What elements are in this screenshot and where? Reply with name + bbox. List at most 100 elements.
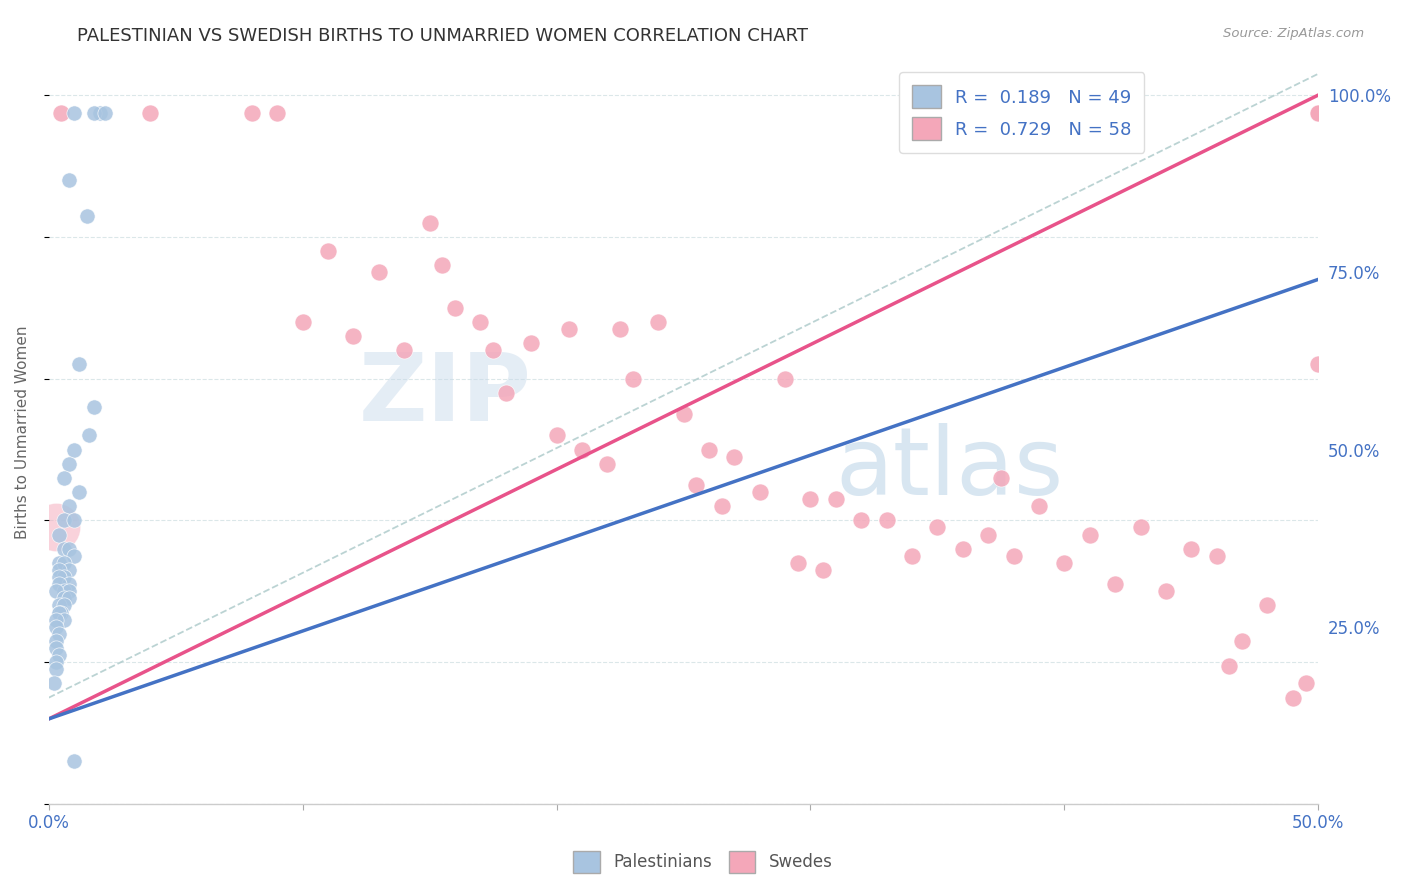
Point (1308, 105, 1330, 120)
Point (45, 520, 67, 534)
Point (45, 620, 67, 634)
Point (45, 640, 67, 655)
Point (45, 584, 67, 599)
Point (990, 471, 1012, 485)
Point (1308, 105, 1330, 120)
Point (927, 520, 949, 534)
Point (419, 216, 441, 230)
Point (392, 343, 415, 358)
Point (89, 105, 111, 120)
Point (63, 105, 86, 120)
Point (1256, 599, 1278, 613)
Point (48, 527, 70, 541)
Point (240, 105, 263, 120)
Point (1078, 527, 1101, 541)
Point (851, 513, 873, 527)
Point (53, 541, 76, 556)
Point (58, 563, 80, 577)
Point (291, 315, 314, 329)
Point (139, 105, 162, 120)
Point (811, 563, 834, 577)
Point (76, 209, 98, 223)
Point (79, 428, 101, 442)
Point (647, 315, 669, 329)
Point (1028, 500, 1050, 514)
Point (48, 627, 70, 641)
Point (596, 457, 619, 471)
Point (67, 485, 90, 500)
Point (58, 584, 80, 599)
Point (93, 105, 115, 120)
Point (697, 442, 720, 457)
Point (571, 442, 593, 457)
Point (58, 457, 80, 471)
Point (977, 527, 1000, 541)
Point (546, 428, 568, 442)
Point (901, 549, 924, 563)
Point (53, 599, 76, 613)
Point (63, 549, 86, 563)
Point (1205, 549, 1227, 563)
Point (342, 329, 364, 343)
Point (53, 513, 76, 527)
Point (48, 606, 70, 620)
Point (48, 556, 70, 570)
Point (685, 478, 707, 492)
Point (432, 258, 454, 272)
Point (1154, 584, 1177, 599)
Point (58, 541, 80, 556)
Point (1308, 358, 1330, 372)
Point (824, 492, 846, 507)
Point (48, 606, 70, 620)
Point (367, 265, 389, 279)
Legend: R =  0.189   N = 49, R =  0.729   N = 58: R = 0.189 N = 49, R = 0.729 N = 58 (900, 72, 1144, 153)
Point (723, 450, 745, 464)
Point (58, 577, 80, 591)
Text: ZIP: ZIP (359, 349, 531, 441)
Point (48, 570, 70, 584)
Point (495, 385, 517, 400)
Point (773, 371, 796, 385)
Point (748, 485, 770, 500)
Point (58, 173, 80, 187)
Point (1104, 577, 1126, 591)
Point (53, 613, 76, 627)
Text: PALESTINIAN VS SWEDISH BIRTHS TO UNMARRIED WOMEN CORRELATION CHART: PALESTINIAN VS SWEDISH BIRTHS TO UNMARRI… (77, 27, 808, 45)
Text: Source: ZipAtlas.com: Source: ZipAtlas.com (1223, 27, 1364, 40)
Point (42, 676, 65, 690)
Point (1218, 658, 1240, 673)
Text: atlas: atlas (835, 423, 1064, 515)
Point (83, 400, 105, 414)
Point (63, 442, 86, 457)
Point (45, 634, 67, 648)
Point (482, 343, 505, 358)
Point (45, 662, 67, 676)
Point (83, 105, 105, 120)
Point (48, 648, 70, 662)
Point (48, 563, 70, 577)
Point (63, 755, 86, 769)
Point (53, 570, 76, 584)
Point (51, 105, 73, 120)
Point (45, 655, 67, 669)
Point (558, 322, 581, 336)
Point (1053, 556, 1076, 570)
Point (48, 599, 70, 613)
Point (786, 556, 808, 570)
Point (53, 471, 76, 485)
Point (51, 606, 73, 620)
Point (1129, 520, 1152, 534)
Point (1282, 690, 1305, 705)
Point (266, 105, 288, 120)
Point (67, 358, 90, 372)
Point (58, 591, 80, 606)
Point (672, 407, 695, 421)
Point (710, 500, 733, 514)
Point (1180, 541, 1202, 556)
Point (444, 301, 467, 315)
Point (1230, 634, 1253, 648)
Point (316, 244, 339, 258)
Point (621, 371, 644, 385)
Legend: Palestinians, Swedes: Palestinians, Swedes (567, 845, 839, 880)
Point (876, 513, 898, 527)
